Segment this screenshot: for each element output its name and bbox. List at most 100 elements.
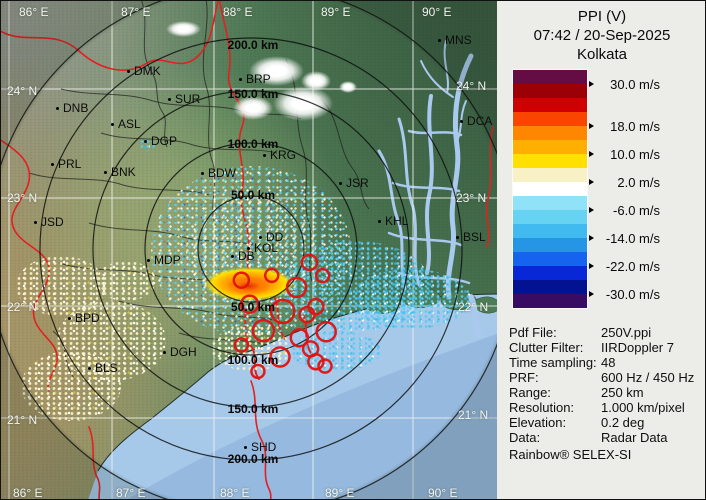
station-dot	[34, 220, 37, 224]
station-marker-dd: DD	[259, 230, 283, 244]
echo-cloud-north-3	[233, 96, 273, 120]
velocity-scale-entry: -22.0 m/s	[589, 259, 660, 274]
station-label: DCA	[467, 114, 493, 128]
metadata-row: Range: 250 km	[509, 385, 705, 400]
metadata-value: 600 Hz / 450 Hz	[601, 370, 695, 385]
station-dot	[239, 77, 242, 81]
velocity-color-band	[513, 182, 587, 196]
metadata-row: Elevation: 0.2 deg	[509, 415, 705, 430]
velocity-color-band	[513, 84, 587, 98]
station-dot	[51, 162, 54, 166]
station-label: DGH	[170, 345, 197, 359]
velocity-color-band	[513, 238, 587, 252]
scan-metadata: Pdf File: 250V.ppi Clutter Filter: IIRDoppl…	[509, 325, 705, 445]
station-dot	[144, 139, 147, 143]
metadata-row: Resolution: 1.000 km/pixel	[509, 400, 705, 415]
velocity-color-band	[513, 266, 587, 280]
station-marker-dnb: DNB	[56, 101, 88, 115]
station-label: KOL	[254, 241, 279, 255]
station-dot	[111, 122, 114, 126]
scan-datetime: 07:42 / 20-Sep-2025	[533, 27, 671, 44]
range-ring-label: 50.0 km	[230, 188, 276, 202]
station-label: BRP	[246, 72, 271, 86]
lat-label-right: 21° N	[458, 408, 489, 422]
range-ring-label: 200.0 km	[227, 38, 279, 52]
legend-arrow-icon	[589, 235, 594, 241]
station-label: BPD	[75, 311, 100, 325]
station-label: DB	[238, 249, 255, 263]
lon-label-top: 90° E	[422, 5, 452, 19]
metadata-label: Elevation:	[509, 415, 567, 430]
velocity-scale-value: 10.0 m/s	[610, 146, 660, 162]
velocity-scale-entry: 2.0 m/s	[589, 174, 660, 190]
station-label: SUR	[175, 92, 201, 106]
velocity-color-band	[513, 98, 587, 112]
station-marker-asl: ASL	[111, 117, 141, 131]
station-label: MNS	[445, 33, 472, 47]
legend-arrow-icon	[589, 81, 594, 87]
velocity-color-band	[513, 280, 587, 294]
station-label: BLS	[95, 361, 118, 375]
echo-cloud-north-6	[339, 81, 357, 93]
station-label: DMK	[134, 64, 161, 78]
metadata-value: 250 km	[601, 385, 644, 400]
velocity-scale-value: -14.0 m/s	[605, 230, 660, 246]
station-marker-krg: KRG	[263, 148, 296, 162]
metadata-label: Range:	[509, 385, 551, 400]
lon-label-bottom: 88° E	[220, 486, 250, 500]
metadata-label: Pdf File:	[509, 325, 557, 340]
velocity-scale-value: -6.0 m/s	[613, 202, 660, 218]
station-marker-dca: DCA	[460, 114, 492, 128]
station-label: SHD	[251, 440, 277, 454]
echo-speck-dgp	[139, 139, 155, 151]
station-marker-jsd: JSD	[34, 215, 64, 229]
lon-label-top: 89° E	[321, 5, 351, 19]
velocity-scale-value: 2.0 m/s	[617, 174, 660, 190]
velocity-scale-entry: 18.0 m/s	[589, 119, 660, 134]
range-ring-label: 150.0 km	[227, 87, 279, 101]
station-label: JSD	[41, 215, 64, 229]
velocity-color-band	[513, 154, 587, 168]
metadata-value: 1.000 km/pixel	[601, 400, 685, 415]
lat-label-left: 22° N	[7, 300, 38, 314]
range-ring-label: 150.0 km	[227, 402, 279, 416]
velocity-scale-entry: 30.0 m/s	[589, 77, 660, 92]
velocity-color-band	[513, 70, 587, 84]
station-label: DGP	[151, 134, 178, 148]
station-marker-mns: MNS	[438, 33, 472, 47]
station-dot	[163, 350, 166, 354]
lat-label-right: 22° N	[458, 300, 489, 314]
velocity-color-band	[513, 140, 587, 154]
lat-label-left: 24° N	[7, 84, 38, 98]
metadata-value: 48	[601, 355, 616, 370]
station-marker-bpd: BPD	[68, 311, 100, 325]
lat-label-right: 24° N	[456, 79, 487, 93]
station-dot	[339, 181, 342, 185]
metadata-label: Resolution:	[509, 400, 575, 415]
station-dot	[244, 445, 247, 449]
lat-label-left: 21° N	[7, 413, 38, 427]
metadata-value: Radar Data	[601, 430, 668, 445]
station-marker-brp: BRP	[239, 72, 271, 86]
station-dot	[231, 254, 234, 258]
legend-arrow-icon	[589, 263, 594, 269]
velocity-scale-value: -30.0 m/s	[605, 286, 660, 302]
station-marker-bnk: BNK	[104, 165, 136, 179]
lat-label-right: 23° N	[456, 191, 487, 205]
station-label: KHL	[385, 214, 409, 228]
velocity-color-band	[513, 210, 587, 224]
metadata-row: Pdf File: 250V.ppi	[509, 325, 705, 340]
station-dot	[201, 171, 204, 175]
station-marker-bls: BLS	[88, 361, 118, 375]
station-dot	[378, 219, 381, 223]
velocity-color-band	[513, 196, 587, 210]
velocity-color-band	[513, 294, 587, 308]
echo-field-west-4	[96, 261, 156, 301]
lon-label-top: 86° E	[19, 5, 49, 19]
lat-label-left: 23° N	[7, 191, 38, 205]
range-ring-label: 50.0 km	[230, 300, 276, 314]
station-label: ASL	[118, 117, 141, 131]
station-marker-dgp: DGP	[144, 134, 177, 148]
station-label: BNK	[111, 165, 136, 179]
